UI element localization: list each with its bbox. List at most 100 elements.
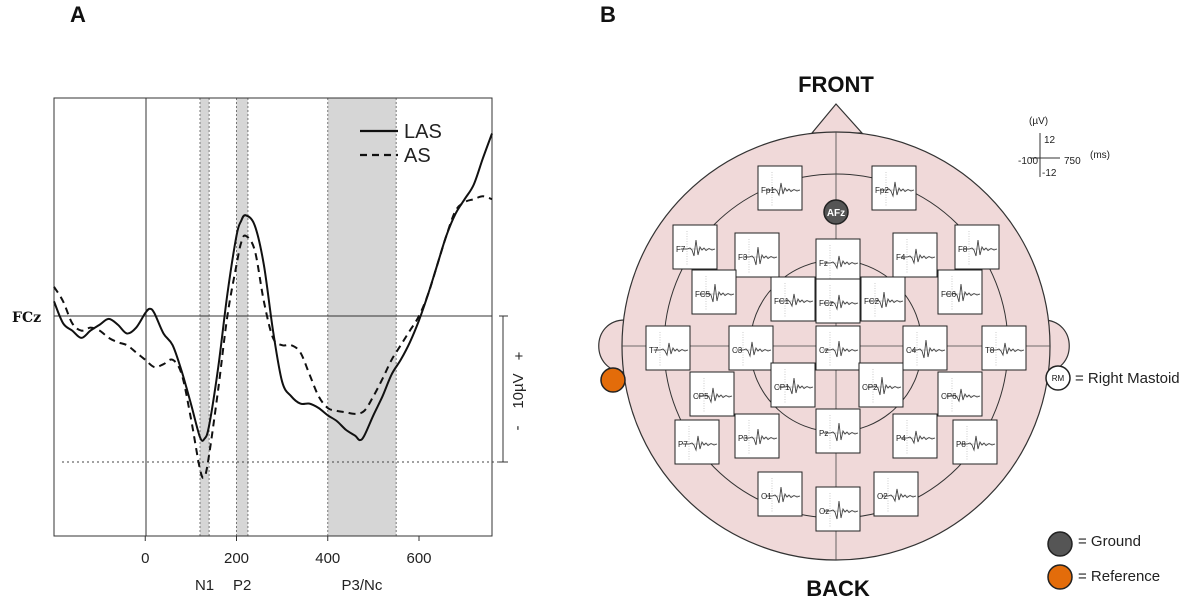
electrode-f4: F4 [892,232,938,278]
electrode-box [815,408,861,454]
electrode-label: F3 [738,253,748,262]
mini-waveform [869,291,904,309]
electrode-label: F4 [896,253,906,262]
electrode-cp5: CP5 [689,371,735,417]
electrode-label: CP1 [774,383,790,392]
component-label-1: N1 [195,577,214,594]
right-mastoid: RM = Right Mastoid [1045,365,1180,391]
electrode-label: Fp1 [761,186,775,195]
mini-waveform [824,500,859,520]
electrode-f8: F8 [954,224,1000,270]
electrode-fc1: FC1 [770,276,816,322]
mini-waveform [654,342,689,357]
x-axis-ticks: 0 200 400 600 [141,536,432,567]
mini-waveform [824,255,859,270]
electrode-label: FC6 [941,290,957,299]
scale-bar-plus: + [511,351,528,360]
electrode-fc5: FC5 [691,269,737,315]
panel-b-electrode-montage: B FRONT BACK Fp1 Fp2 F7 F3 Fz F4 F8 FC5 FC1 FCz FC… [598,2,1180,600]
electrode-p4: P4 [892,413,938,459]
key-reference-marker [1047,564,1073,590]
panel-a-erp-waveform: A FCz 0 200 400 600 N1 P2 P3/Nc LAS AS + 10µV… [12,2,528,594]
electrode-f7: F7 [672,224,718,270]
electrode-label: P7 [678,440,688,449]
electrode-fz: Fz [815,238,861,284]
ground-electrode-label: AFz [827,208,845,219]
electrode-cp1: CP1 [770,362,816,408]
right-mastoid-text: = Right Mastoid [1075,370,1180,387]
electrode-p7: P7 [674,419,720,465]
electrode-label: FC5 [695,290,711,299]
mini-waveform [737,341,772,358]
component-label-3: P3/Nc [342,577,383,594]
panel-a-letter: A [70,2,86,27]
electrode-label: Fp2 [875,186,889,195]
waveform-las [53,133,493,442]
mini-waveform [961,435,996,452]
back-label: BACK [806,576,870,600]
electrode-label: F8 [958,245,968,254]
electrode-label: Cz [819,346,829,355]
electrode-label: C3 [732,346,743,355]
right-mastoid-marker [1045,365,1071,391]
mini-waveform [700,283,735,303]
x-tick-label: 0 [141,550,149,567]
electrode-label: Oz [819,507,829,516]
electrode-cz: Cz [815,325,861,371]
electrode-fp2: Fp2 [871,165,917,211]
x-tick-label: 400 [315,550,340,567]
electrode-label: CP6 [941,392,957,401]
mini-waveform [766,486,801,504]
mini-waveform [882,488,917,503]
electrode-cp6: CP6 [937,371,983,417]
ground-electrode: AFz [823,199,849,225]
marker-key: = Ground = Reference [1047,531,1160,590]
electrode-label: FC2 [864,297,880,306]
plot-frame [53,97,493,537]
electrode-t8: T8 [981,325,1027,371]
mini-waveform [681,239,716,257]
window-p3-nc [327,98,397,536]
electrode-label: P3 [738,434,748,443]
electrode-label: O1 [761,492,772,501]
electrode-fcz: FCz [815,278,861,324]
mini-waveform [779,293,814,308]
electrode-label: CP5 [693,392,709,401]
electrode-c4: C4 [902,325,948,371]
electrode-label: FC1 [774,297,790,306]
window-n1 [200,98,210,536]
electrode-label: T8 [985,346,995,355]
mini-waveform [824,294,859,311]
electrode-label: Fz [819,259,828,268]
left-ear [598,319,626,373]
electrode-pz: Pz [815,408,861,454]
component-labels: N1 P2 P3/Nc [195,577,383,594]
legend-label-las: LAS [404,121,442,143]
electrode-c3: C3 [728,325,774,371]
electrode-p3: P3 [734,413,780,459]
scale-top: 12 [1044,135,1056,146]
electrode-fc2: FC2 [860,276,906,322]
reference-electrode-marker [600,367,626,393]
electrode-label: P8 [956,440,966,449]
mini-waveform [743,428,778,446]
electrode-fc6: FC6 [937,269,983,315]
mini-waveform [990,342,1025,357]
electrode-oz: Oz [815,486,861,532]
electrode-t7: T7 [645,325,691,371]
key-ground-marker [1047,531,1073,557]
mini-waveform [963,239,998,257]
right-mastoid-badge: RM [1052,374,1065,383]
waveform-lines [53,133,493,479]
mini-waveform [743,246,778,266]
component-label-2: P2 [233,577,251,594]
waveform-as [53,195,493,479]
mini-waveform [824,422,859,442]
scale-unit-y: (µV) [1029,116,1048,127]
electrode-box [734,413,780,459]
amplitude-scale-bar: + 10µV - [499,315,528,463]
scale-bar-value: 10µV [510,373,527,408]
electrode-label: CP2 [862,383,878,392]
mini-waveform [683,435,718,452]
